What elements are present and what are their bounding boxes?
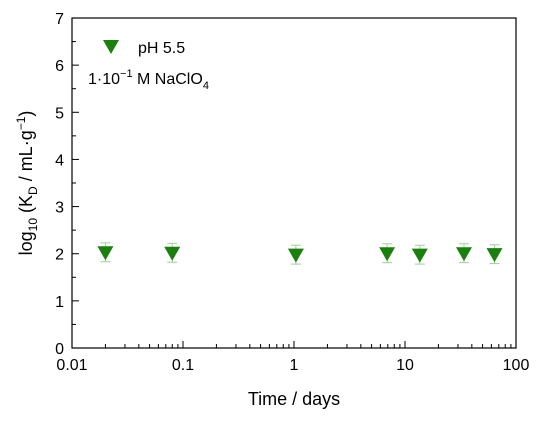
data-point bbox=[455, 243, 472, 264]
x-axis-label: Time / days bbox=[248, 389, 340, 409]
x-tick-label: 0.01 bbox=[56, 357, 87, 374]
y-tick-label: 5 bbox=[55, 105, 64, 122]
data-point bbox=[411, 244, 428, 265]
annotation-text: 1·10−1 M NaClO4 bbox=[88, 68, 209, 92]
x-tick-label: 1 bbox=[290, 357, 299, 374]
x-tick-label: 100 bbox=[503, 357, 530, 374]
x-tick-label: 10 bbox=[396, 357, 414, 374]
plot-frame bbox=[71, 17, 517, 349]
triangle-marker bbox=[455, 247, 472, 262]
y-tick-label: 4 bbox=[55, 152, 64, 169]
triangle-marker bbox=[97, 246, 114, 261]
data-point bbox=[97, 242, 114, 263]
data-point bbox=[287, 244, 304, 265]
triangle-marker bbox=[164, 246, 181, 261]
legend-label: pH 5.5 bbox=[138, 40, 185, 57]
y-tick-label: 0 bbox=[55, 341, 64, 358]
data-points bbox=[97, 242, 503, 265]
legend-marker bbox=[103, 40, 119, 54]
y-tick-label: 2 bbox=[55, 247, 64, 264]
y-tick-label: 1 bbox=[55, 294, 64, 311]
tick-labels: 0.01 0.1 1 10 100 0 1 2 3 4 5 6 7 bbox=[55, 11, 529, 374]
y-tick-label: 6 bbox=[55, 58, 64, 75]
triangle-marker bbox=[486, 248, 503, 263]
data-point bbox=[379, 243, 396, 264]
x-tick-label: 0.1 bbox=[172, 357, 194, 374]
y-tick-label: 7 bbox=[55, 11, 64, 28]
y-tick-label: 3 bbox=[55, 200, 64, 217]
data-point bbox=[486, 244, 503, 265]
triangle-marker bbox=[287, 248, 304, 263]
axis-ticks bbox=[71, 17, 517, 349]
y-axis-label: log10 (KD / mL·g−1) bbox=[14, 111, 40, 256]
data-point bbox=[164, 242, 181, 263]
triangle-marker bbox=[379, 247, 396, 262]
triangle-marker bbox=[411, 248, 428, 263]
